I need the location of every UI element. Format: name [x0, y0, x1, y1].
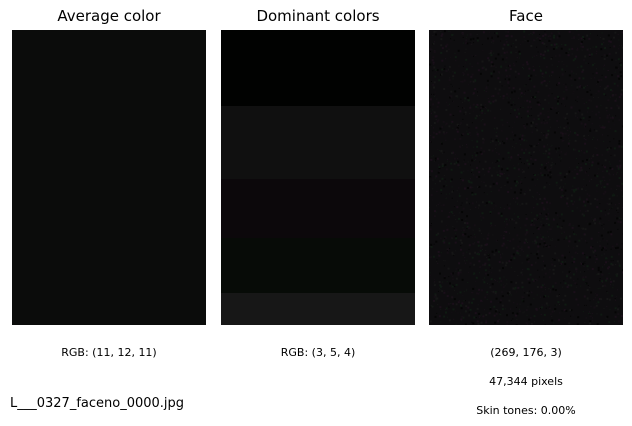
face-title: Face — [509, 7, 543, 25]
dominant-color-band — [221, 30, 415, 106]
skin-tones-caption: Skin tones: 0.00% — [476, 404, 576, 417]
average-color-title: Average color — [57, 7, 161, 25]
average-color-swatch — [12, 30, 206, 325]
face-pixel-count-caption: 47,344 pixels — [489, 375, 563, 388]
dominant-colors-title: Dominant colors — [256, 7, 380, 25]
dominant-color-rgb-caption: RGB: (3, 5, 4) — [280, 346, 356, 359]
dominant-color-band — [221, 179, 415, 238]
image-filename: L___0327_faceno_0000.jpg — [10, 396, 185, 411]
face-noise-image — [429, 30, 623, 325]
average-color-rgb-caption: RGB: (11, 12, 11) — [61, 346, 157, 359]
face-background — [429, 30, 623, 325]
face-shape-caption: (269, 176, 3) — [490, 346, 562, 359]
face-noise — [429, 30, 623, 325]
dominant-color-band — [221, 106, 415, 179]
face-image — [429, 30, 623, 325]
dominant-color-band — [221, 238, 415, 293]
dominant-color-band — [221, 293, 415, 325]
dominant-colors-swatch — [221, 30, 415, 325]
